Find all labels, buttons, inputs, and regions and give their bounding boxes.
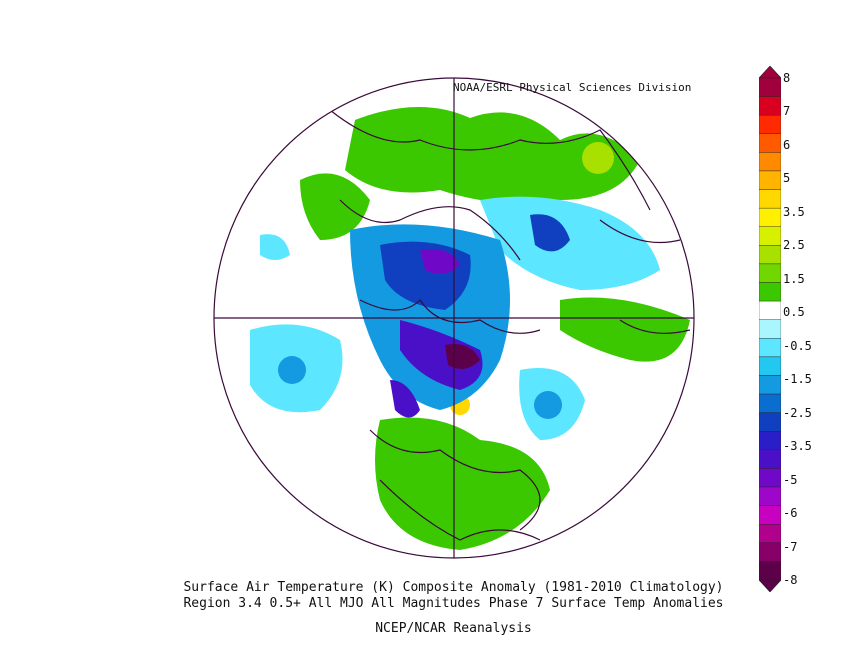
legend-swatch: [759, 245, 781, 265]
color-legend: [759, 66, 781, 592]
legend-tick-label: 7: [783, 104, 791, 119]
legend-swatch: [759, 319, 781, 339]
legend-swatch: [759, 207, 781, 227]
caption-title: Surface Air Temperature (K) Composite An…: [183, 580, 724, 595]
anomaly-patch: [345, 106, 640, 204]
anomaly-patch: [278, 356, 306, 384]
legend-arrow-top: [759, 66, 781, 79]
legend-tick-label: 0.5: [783, 305, 805, 320]
legend-tick-label: -3.5: [783, 439, 812, 454]
legend-swatch: [759, 393, 781, 413]
legend-tick-label: -5: [783, 472, 798, 487]
legend-swatch: [759, 542, 781, 562]
anomaly-patch: [420, 249, 460, 274]
legend-swatch: [759, 338, 781, 358]
legend-swatch: [759, 524, 781, 544]
legend-tick-label: 6: [783, 137, 791, 152]
legend-tick-label: 3.5: [783, 204, 805, 219]
legend-tick-label: 8: [783, 71, 791, 85]
anomaly-patch: [530, 214, 570, 252]
legend-tick-label: 1.5: [783, 271, 805, 286]
legend-swatch: [759, 77, 781, 97]
anomaly-patch: [582, 142, 614, 174]
legend-swatch: [759, 561, 781, 581]
legend-tick-label: -1.5: [783, 372, 812, 387]
legend-swatch: [759, 468, 781, 488]
legend-tick-label: -2.5: [783, 405, 812, 420]
legend-arrow-bottom: [759, 579, 781, 592]
credit-text: NOAA/ESRL Physical Sciences Division: [453, 81, 692, 94]
anomaly-patch: [260, 234, 290, 260]
anomaly-patch: [534, 391, 562, 419]
anomaly-patch: [300, 173, 370, 240]
legend-tick-label: 2.5: [783, 238, 805, 253]
legend-tick-label: 5: [783, 171, 791, 186]
legend-swatch: [759, 412, 781, 432]
anomaly-patch: [375, 417, 550, 550]
legend-swatch: [759, 96, 781, 116]
legend-swatch: [759, 226, 781, 246]
legend-tick-label: -0.5: [783, 338, 812, 353]
anomaly-patch: [390, 380, 420, 418]
legend-swatch: [759, 282, 781, 302]
legend-swatch: [759, 189, 781, 209]
legend-swatch: [759, 133, 781, 153]
anomaly-patch: [400, 320, 483, 390]
legend-swatch: [759, 431, 781, 451]
anomaly-patch: [480, 196, 660, 290]
legend-swatch: [759, 486, 781, 506]
legend-tick-label: -7: [783, 539, 798, 554]
legend-swatch: [759, 356, 781, 376]
legend-swatch: [759, 263, 781, 283]
legend-tick-label: -8: [783, 573, 798, 587]
anomaly-patch: [560, 297, 690, 362]
legend-swatch: [759, 449, 781, 469]
anomaly-field: [250, 106, 691, 550]
legend-swatch: [759, 375, 781, 395]
legend-swatch: [759, 170, 781, 190]
legend-swatch: [759, 300, 781, 320]
coastlines: [329, 109, 691, 541]
map-border: [213, 77, 695, 559]
legend-swatch: [759, 152, 781, 172]
legend-swatch: [759, 505, 781, 525]
caption-subtitle: Region 3.4 0.5+ All MJO All Magnitudes P…: [183, 596, 724, 611]
legend-swatch: [759, 114, 781, 134]
caption-source: NCEP/NCAR Reanalysis: [375, 621, 532, 636]
legend-tick-label: -6: [783, 506, 798, 521]
